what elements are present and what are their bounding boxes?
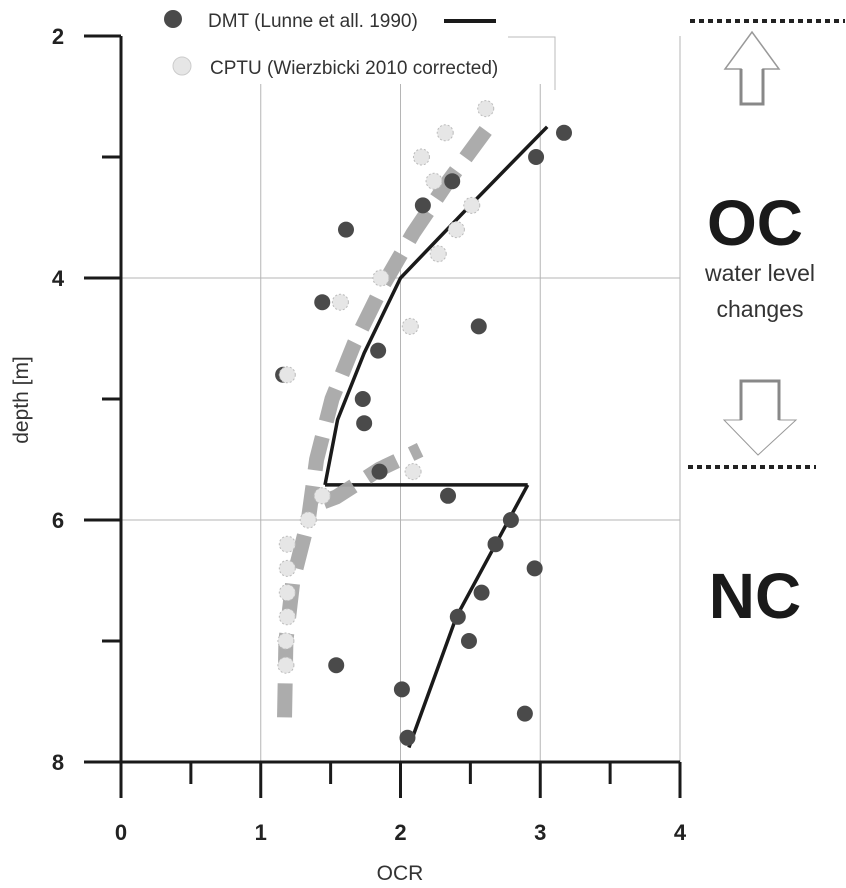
dmt-point (354, 391, 371, 407)
dmt-point (337, 221, 354, 238)
trend-lines (277, 125, 549, 749)
dmt-point (371, 463, 388, 480)
x-tick-label: 4 (674, 820, 687, 845)
annotations: OC water level changes NC (688, 19, 845, 632)
dmt-point (314, 294, 331, 311)
dmt-point (393, 681, 410, 698)
cptu-point (278, 608, 296, 626)
x-tick-label: 0 (115, 820, 127, 845)
cptu-point (278, 559, 296, 577)
dmt-point (356, 415, 373, 432)
cptu-point (412, 148, 430, 166)
y-tick-label: 6 (52, 508, 64, 533)
dmt-point (414, 197, 431, 214)
legend-label-cptu: CPTU (Wierzbicki 2010 corrected) (210, 58, 498, 79)
cptu-point (277, 656, 295, 674)
y-axis-label: depth [m] (10, 356, 33, 444)
water-level-note: water level (704, 260, 815, 286)
legend-background (160, 0, 510, 36)
dmt-trend-line (323, 125, 549, 486)
axes: 2 4 6 8 0 1 2 3 4 (52, 24, 687, 845)
dmt-point (526, 560, 543, 577)
nc-zone-label: NC (709, 560, 801, 632)
dmt-point (502, 512, 519, 528)
cptu-point (372, 269, 390, 287)
y-tick-label: 8 (52, 750, 64, 775)
water-level-note-changes: changes (717, 296, 804, 322)
cptu-point (425, 172, 443, 190)
cptu-point (313, 487, 331, 505)
x-tick-label: 2 (394, 820, 406, 845)
legend-frame (508, 36, 556, 90)
dmt-point (556, 124, 573, 141)
legend-background (160, 36, 630, 84)
dmt-point (516, 705, 533, 722)
cptu-trend-dashed-line (277, 125, 492, 720)
cptu-point (463, 196, 481, 214)
arrow-down-icon (722, 379, 798, 456)
y-tick-label: 2 (52, 24, 64, 49)
arrow-up-icon (723, 30, 781, 106)
legend-marker-cptu (172, 56, 192, 76)
y-tick-label: 4 (52, 266, 65, 291)
dmt-point (370, 342, 387, 359)
legend: DMT (Lunne et all. 1990) CPTU (Wierzbick… (160, 0, 630, 90)
cptu-point (404, 463, 422, 481)
x-tick-label: 1 (255, 820, 267, 845)
cptu-point (429, 245, 447, 263)
dmt-point (470, 318, 487, 335)
dmt-point (473, 584, 490, 601)
data-points (275, 100, 573, 746)
cptu-point (277, 632, 295, 650)
cptu-trend-dashed-line (320, 443, 424, 509)
grid (121, 36, 681, 762)
oc-zone-label: OC (707, 187, 803, 259)
cptu-point (447, 221, 465, 239)
legend-label-dmt: DMT (Lunne et all. 1990) (208, 11, 418, 32)
cptu-point (477, 100, 495, 118)
dmt-point (444, 173, 461, 190)
dmt-point (440, 487, 457, 504)
cptu-point (401, 317, 419, 335)
cptu-point (278, 535, 296, 553)
cptu-point (331, 293, 349, 311)
legend-marker-dmt (164, 10, 182, 28)
dmt-point (328, 657, 345, 674)
dmt-point (449, 608, 466, 625)
cptu-point (436, 124, 454, 142)
dmt-point (528, 149, 545, 165)
x-tick-label: 3 (534, 820, 546, 845)
cptu-point (278, 366, 296, 384)
dmt-point (487, 536, 504, 553)
cptu-point (299, 511, 317, 529)
dmt-point (460, 633, 477, 649)
x-axis-label: OCR (377, 862, 424, 885)
cptu-point (278, 584, 296, 602)
dmt-point (399, 729, 416, 746)
